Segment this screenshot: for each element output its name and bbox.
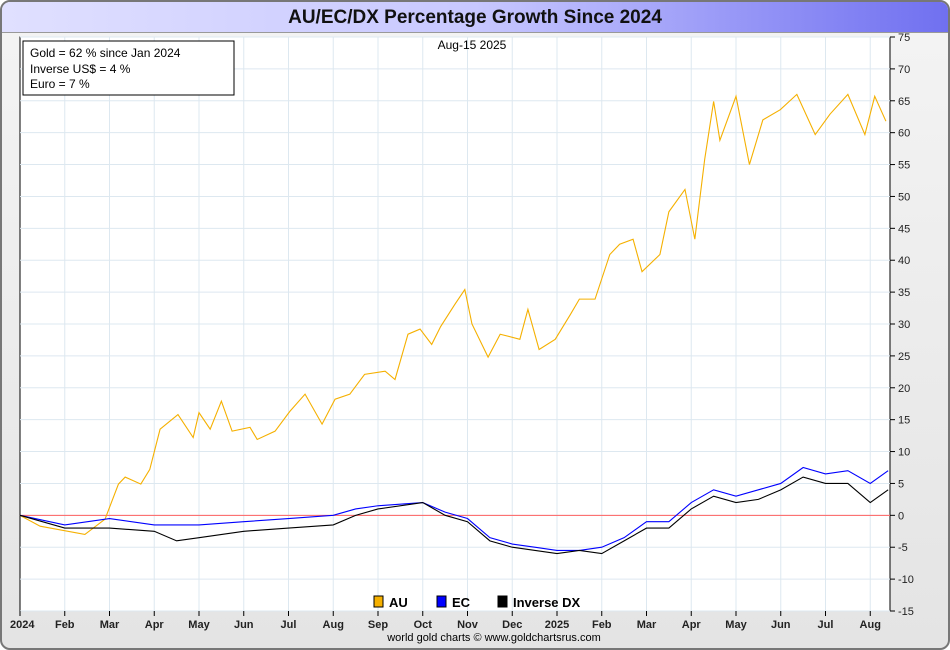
legend-label: AU bbox=[389, 595, 408, 610]
y-tick-label: 15 bbox=[898, 415, 910, 427]
x-tick-label: Sep bbox=[368, 619, 388, 631]
series-line-ec bbox=[19, 466, 889, 551]
y-tick-label: -15 bbox=[898, 606, 914, 618]
x-tick-label: Dec bbox=[502, 619, 522, 631]
annotation-euro: Euro = 7 % bbox=[30, 77, 90, 91]
x-tick-label: Aug bbox=[323, 619, 344, 631]
y-tick-label: 5 bbox=[898, 478, 904, 490]
series-line-inverse-dx bbox=[19, 476, 889, 555]
chart-title: AU/EC/DX Percentage Growth Since 2024 bbox=[2, 2, 948, 33]
x-tick-label: Jun bbox=[771, 619, 791, 631]
x-tick-label: May bbox=[188, 619, 210, 631]
x-tick-label: Aug bbox=[860, 619, 881, 631]
y-tick-label: 70 bbox=[898, 64, 910, 76]
x-tick-label: Apr bbox=[145, 619, 165, 631]
x-tick-label: Oct bbox=[414, 619, 433, 631]
y-tick-label: 75 bbox=[898, 32, 910, 44]
y-tick-label: 25 bbox=[898, 351, 910, 363]
y-tick-label: 50 bbox=[898, 191, 910, 203]
x-tick-label: Feb bbox=[592, 619, 612, 631]
legend-swatch bbox=[373, 595, 384, 608]
legend-label: Inverse DX bbox=[513, 595, 581, 610]
series-line-au bbox=[19, 93, 887, 536]
legend: AU EC Inverse DX bbox=[373, 595, 581, 610]
x-tick-label: Jul bbox=[281, 619, 297, 631]
credit-text: world gold charts © www.goldchartsrus.co… bbox=[386, 632, 601, 644]
annotation-usd: Inverse US$ = 4 % bbox=[30, 62, 131, 76]
y-tick-label: 55 bbox=[898, 160, 910, 172]
legend-swatch bbox=[436, 595, 447, 608]
legend-swatch bbox=[497, 595, 508, 608]
date-label: Aug-15 2025 bbox=[438, 38, 507, 52]
y-tick-label: 35 bbox=[898, 287, 910, 299]
y-tick-label: 20 bbox=[898, 383, 910, 395]
legend-label: EC bbox=[452, 595, 471, 610]
y-tick-label: 65 bbox=[898, 96, 910, 108]
x-tick-label: Feb bbox=[55, 619, 75, 631]
y-tick-label: 60 bbox=[898, 128, 910, 140]
x-tick-label: 2024 bbox=[10, 619, 35, 631]
y-tick-label: 0 bbox=[898, 510, 904, 522]
y-tick-label: -5 bbox=[898, 542, 908, 554]
y-tick-label: 45 bbox=[898, 223, 910, 235]
x-tick-label: Apr bbox=[682, 619, 702, 631]
y-tick-label: 10 bbox=[898, 447, 910, 459]
x-tick-label: Jun bbox=[234, 619, 254, 631]
annotation-gold: Gold = 62 % since Jan 2024 bbox=[30, 46, 181, 60]
x-tick-label: Jul bbox=[818, 619, 834, 631]
y-tick-label: 30 bbox=[898, 319, 910, 331]
x-tick-label: May bbox=[725, 619, 747, 631]
x-tick-label: Nov bbox=[457, 619, 479, 631]
x-tick-label: Mar bbox=[100, 619, 120, 631]
annotation-box bbox=[22, 40, 235, 96]
y-tick-label: 40 bbox=[898, 255, 910, 267]
x-tick-label: Mar bbox=[637, 619, 657, 631]
y-tick-label: -10 bbox=[898, 574, 914, 586]
x-tick-label: 2025 bbox=[545, 619, 569, 631]
